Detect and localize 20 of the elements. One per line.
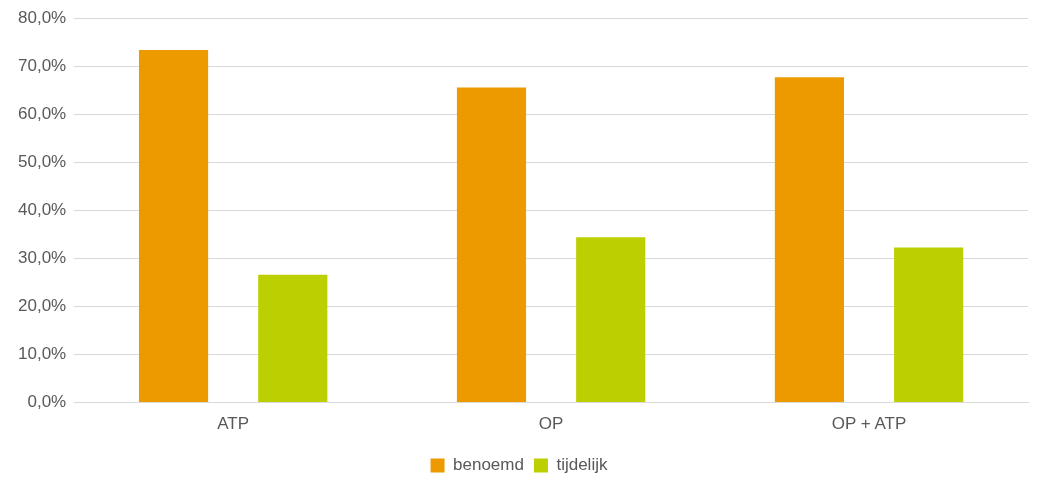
legend-label: benoemd — [453, 455, 524, 475]
y-tick-label: 40,0% — [18, 200, 67, 220]
bar — [258, 274, 328, 403]
y-tick-label: 60,0% — [18, 103, 67, 123]
y-tick-label: 20,0% — [18, 296, 67, 316]
bar — [774, 77, 844, 403]
bar — [138, 49, 209, 403]
bar — [576, 237, 646, 403]
bar — [894, 247, 964, 403]
x-tick-label: OP — [538, 414, 564, 434]
x-tick-label: ATP — [217, 414, 250, 434]
y-tick-label: 0,0% — [27, 392, 67, 412]
y-tick-label: 70,0% — [18, 55, 67, 75]
bar — [456, 87, 527, 403]
legend-label: tijdelijk — [556, 455, 608, 475]
y-tick-label: 10,0% — [18, 344, 67, 364]
y-tick-label: 30,0% — [18, 248, 67, 268]
x-tick-label: OP + ATP — [831, 414, 907, 434]
y-tick-label: 80,0% — [18, 7, 67, 27]
y-tick-label: 50,0% — [18, 152, 67, 172]
